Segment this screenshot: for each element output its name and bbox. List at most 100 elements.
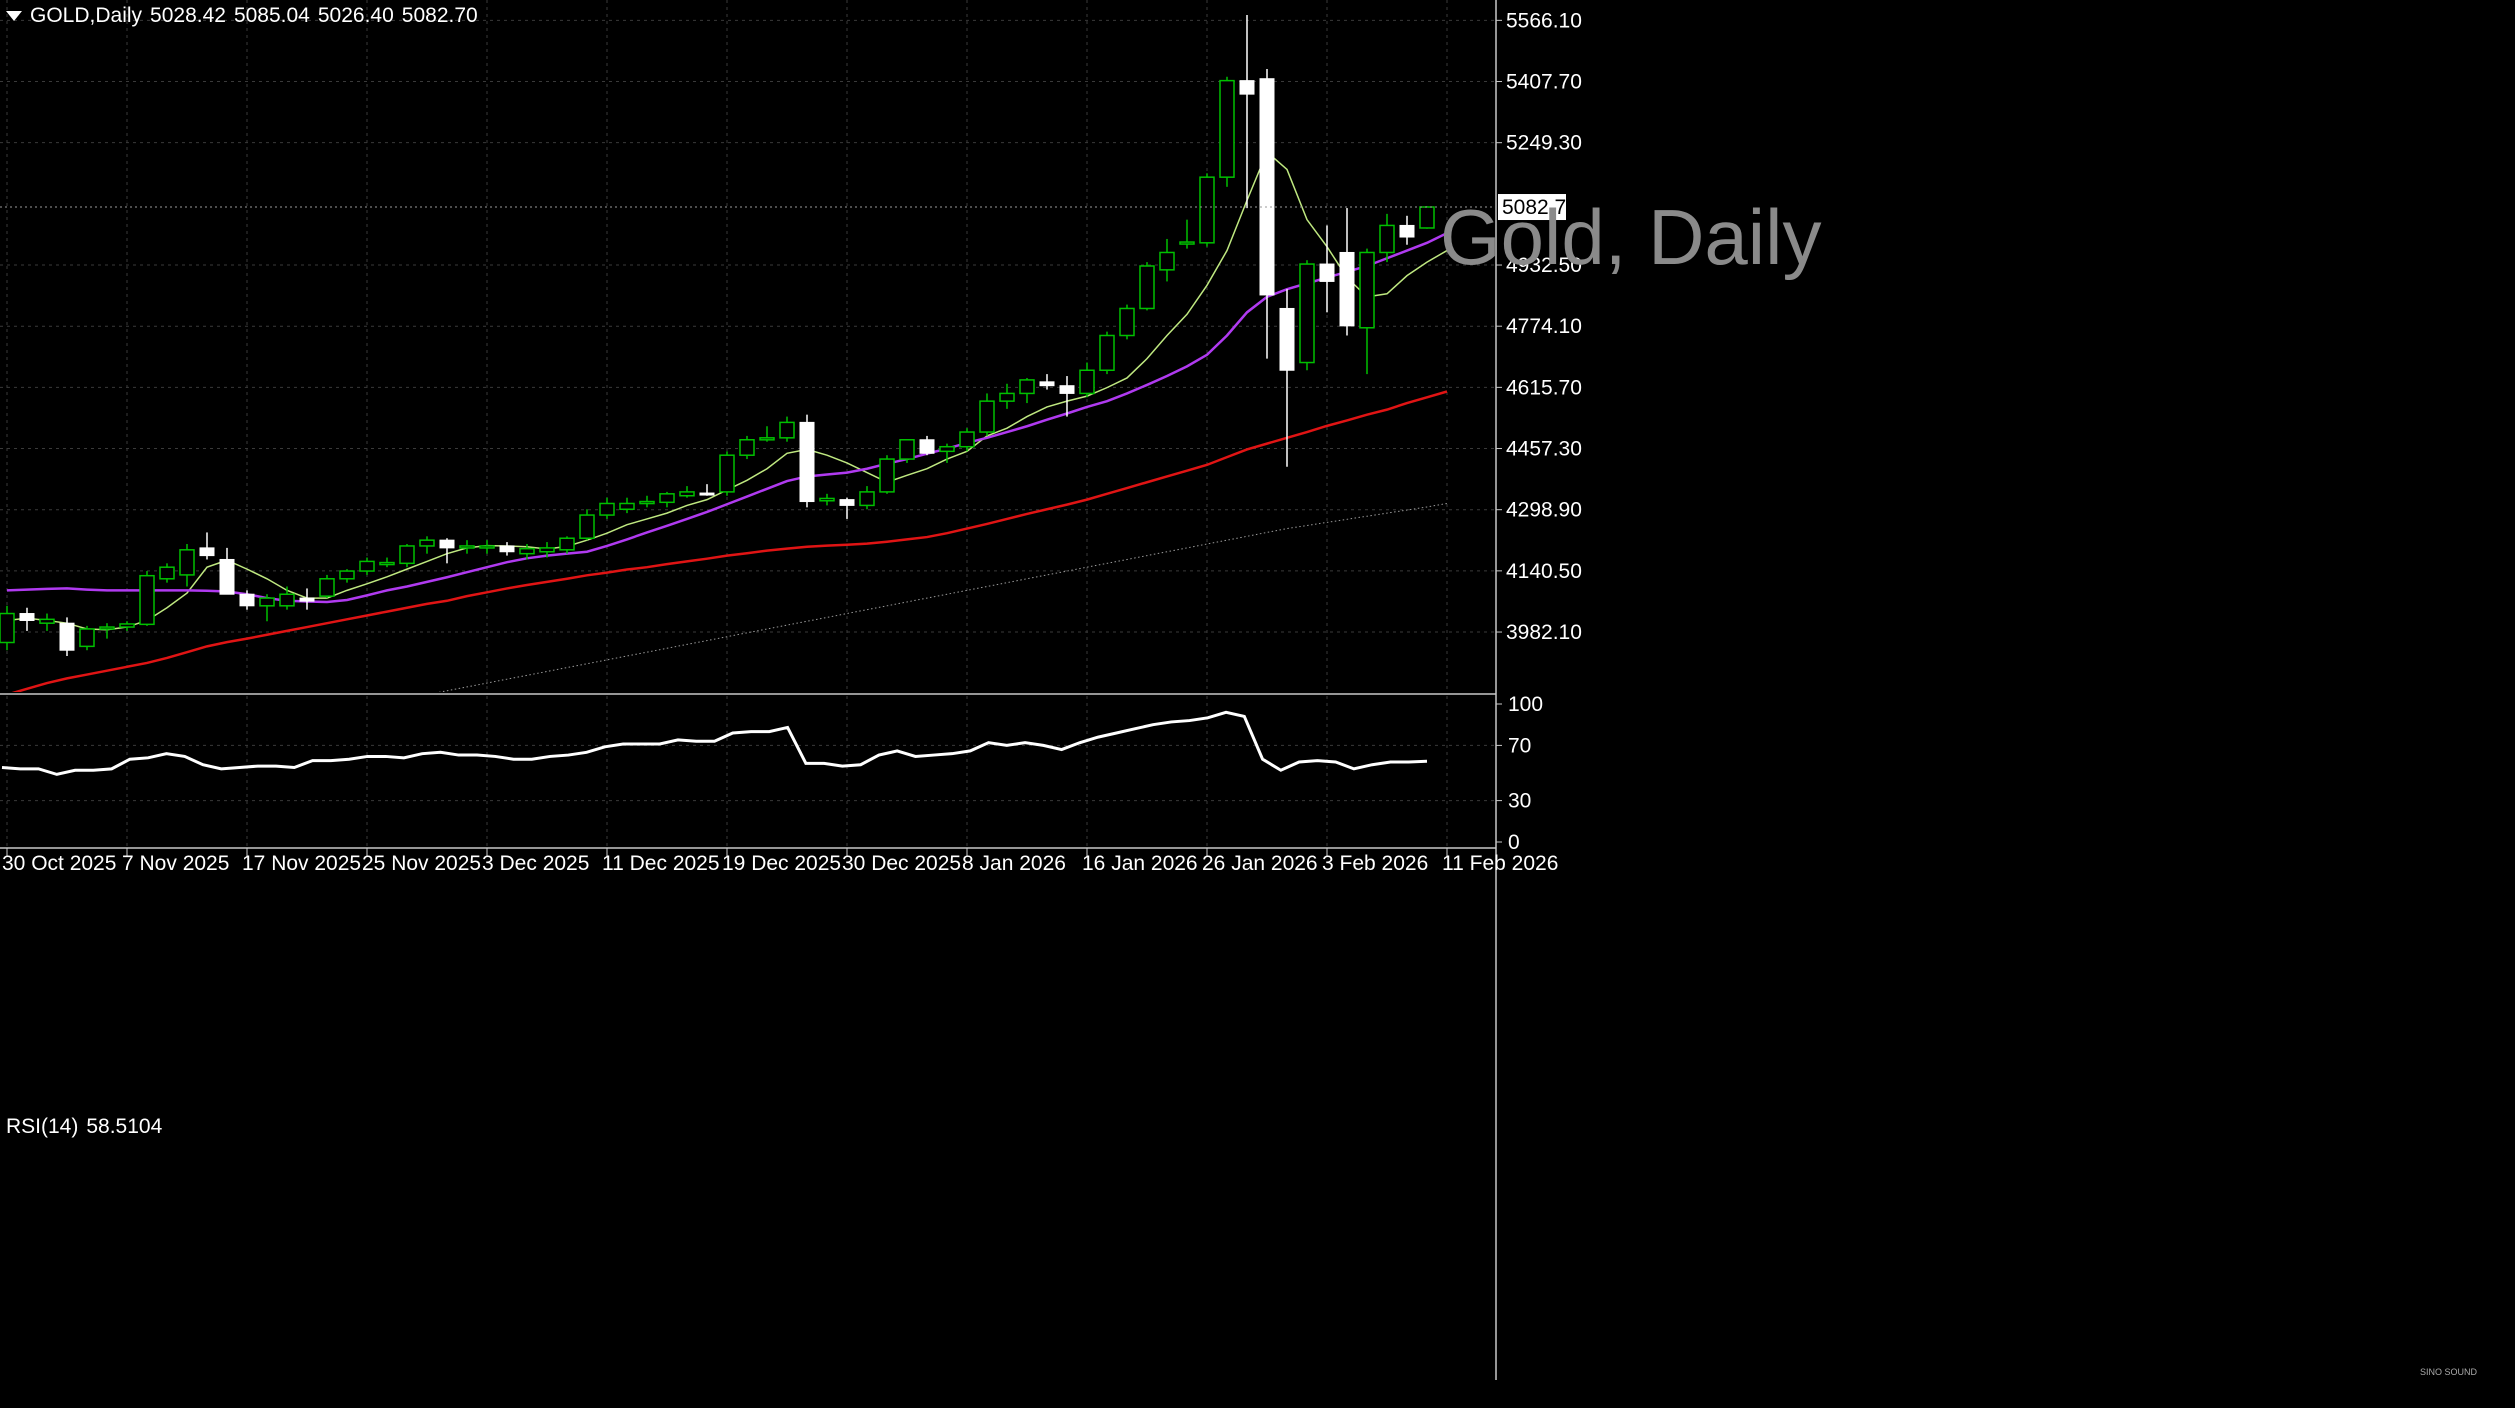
candle	[1219, 76, 1235, 187]
candle-body	[499, 545, 515, 553]
candle	[119, 621, 135, 631]
candle-body	[159, 566, 175, 580]
candle-body	[1319, 263, 1335, 282]
candle	[799, 414, 815, 508]
candle	[1359, 248, 1375, 375]
candle-body	[639, 500, 655, 505]
candle-body	[199, 547, 215, 557]
candle-body	[279, 593, 295, 607]
candle-body	[859, 491, 875, 507]
candle	[739, 435, 755, 460]
candle-body	[139, 574, 155, 626]
candle-body	[419, 539, 435, 547]
symbol-header[interactable]: GOLD,Daily 5028.42 5085.04 5026.40 5082.70	[6, 4, 486, 28]
candle-body	[719, 454, 735, 493]
dropdown-triangle-icon[interactable]	[6, 11, 22, 22]
candle	[639, 495, 655, 508]
candle	[379, 557, 395, 568]
candles	[0, 14, 1435, 657]
candle-body	[1399, 224, 1415, 238]
candle	[1079, 362, 1095, 398]
candle	[1299, 260, 1315, 371]
rsi-value: 58.5104	[86, 1115, 163, 1138]
candle-body	[1099, 334, 1115, 372]
time-tick-label: 17 Nov 2025	[242, 852, 361, 875]
candle-body	[299, 597, 315, 602]
time-tick-label: 16 Jan 2026	[1082, 852, 1198, 875]
candle	[779, 416, 795, 442]
candle-body	[259, 597, 275, 607]
price-tick-label: 4932.50	[1506, 254, 1582, 277]
candle	[459, 540, 475, 554]
candle-body	[1199, 176, 1215, 244]
candle-body	[1359, 251, 1375, 329]
candle-body	[319, 578, 335, 597]
candle	[239, 590, 255, 610]
candle	[419, 536, 435, 554]
candle	[999, 383, 1015, 409]
candle	[1239, 14, 1255, 209]
price-tick-label: 4140.50	[1506, 560, 1582, 583]
rsi-panel	[1, 710, 1428, 776]
candle	[339, 569, 355, 583]
candle	[79, 625, 95, 651]
candle-body	[59, 622, 75, 651]
time-tick-label: 25 Nov 2025	[362, 852, 481, 875]
candle	[599, 497, 615, 519]
candle-body	[179, 549, 195, 576]
candle-body	[1059, 385, 1075, 394]
candle	[1319, 225, 1335, 313]
candle-body	[559, 537, 575, 551]
candle	[1139, 262, 1155, 311]
candle	[1379, 213, 1395, 263]
candle-body	[879, 458, 895, 493]
candle-body	[339, 570, 355, 580]
candle	[179, 544, 195, 587]
time-tick-label: 30 Dec 2025	[842, 852, 961, 875]
candle	[1179, 219, 1195, 249]
rsi-tick-label: 70	[1508, 734, 1531, 757]
candle-body	[379, 561, 395, 566]
ma_long-line	[437, 502, 1448, 692]
candle	[199, 532, 215, 560]
candle	[699, 484, 715, 496]
candle-body	[1179, 241, 1195, 245]
time-tick-label: 30 Oct 2025	[2, 852, 116, 875]
candle-body	[1019, 379, 1035, 395]
candle	[539, 542, 555, 558]
candle	[899, 439, 915, 463]
rsi-label: RSI(14)	[6, 1115, 79, 1138]
time-tick-label: 19 Dec 2025	[722, 852, 841, 875]
candle	[0, 605, 15, 651]
price-tick-label: 5566.10	[1506, 9, 1582, 32]
candle-body	[519, 547, 535, 555]
candle	[399, 544, 415, 568]
candle-body	[1299, 263, 1315, 364]
candle-body	[1419, 206, 1435, 229]
candle	[1039, 374, 1055, 390]
candle	[839, 497, 855, 519]
rsi-header: RSI(14) 58.5104	[6, 1115, 170, 1139]
time-tick-label: 8 Jan 2026	[962, 852, 1066, 875]
broker-logo: SINO SOUND	[2420, 1367, 2478, 1377]
time-tick-label: 26 Jan 2026	[1202, 852, 1318, 875]
price-tick-label: 4298.90	[1506, 499, 1582, 522]
candle-body	[659, 493, 675, 504]
candle	[139, 571, 155, 626]
low-value: 5026.40	[317, 4, 394, 27]
candle-body	[1239, 80, 1255, 95]
open-value: 5028.42	[150, 4, 226, 27]
candle-body	[819, 497, 835, 502]
candle	[939, 443, 955, 463]
candle-body	[1339, 251, 1355, 327]
price-tick-label: 5249.30	[1506, 132, 1582, 155]
candle	[879, 455, 895, 494]
candle	[659, 491, 675, 508]
time-tick-label: 11 Feb 2026	[1442, 852, 1558, 875]
candle	[359, 557, 375, 575]
candle	[759, 426, 775, 442]
candle-body	[1279, 307, 1295, 371]
